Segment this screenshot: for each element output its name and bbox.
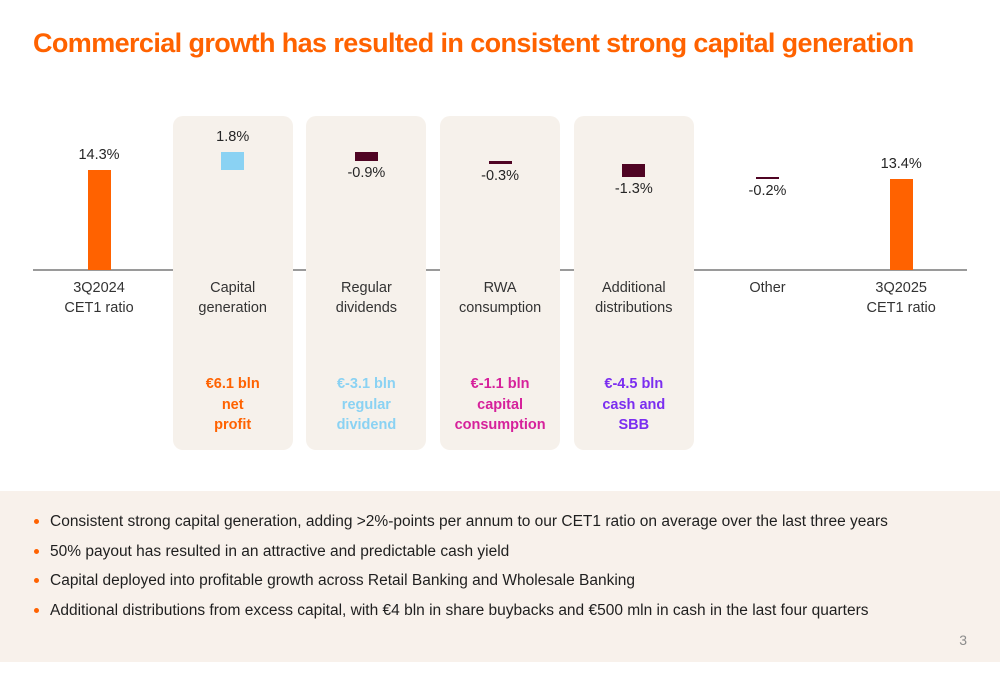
column-note-capital-generation: €6.1 bln net profit	[167, 374, 299, 436]
waterfall-bar-capital-generation	[221, 151, 245, 170]
waterfall-bar-other	[756, 176, 779, 179]
value-label-3q2025-cet1-ratio: 13.4%	[880, 155, 922, 172]
column-label-3q2024-cet1-ratio: 3Q2024 CET1 ratio	[33, 279, 165, 318]
key-messages-band: Consistent strong capital generation, ad…	[0, 491, 1000, 662]
slide-title: Commercial growth has resulted in consis…	[33, 28, 914, 58]
column-label-line: 3Q2025	[875, 280, 927, 296]
column-note-line: €-1.1 bln	[470, 376, 530, 392]
column-label-regular-dividends: Regular dividends	[300, 279, 432, 318]
column-note-line: capital	[477, 396, 524, 413]
column-label-3q2025-cet1-ratio: 3Q2025 CET1 ratio	[835, 279, 967, 318]
column-note-line: SBB	[618, 417, 650, 433]
column-note-line: consumption	[454, 417, 546, 433]
column-label-line: CET1 ratio	[866, 299, 936, 316]
column-label-line: Other	[749, 280, 786, 296]
column-note-additional-distributions: €-4.5 bln cash and SBB	[568, 374, 700, 436]
column-note-line: profit	[214, 417, 252, 433]
column-label-capital-generation: Capital generation	[167, 279, 299, 318]
column-label-line: RWA	[483, 280, 517, 296]
column-label-line: Additional	[601, 280, 666, 296]
column-label-line: generation	[198, 299, 267, 316]
column-note-regular-dividends: €-3.1 bln regular dividend	[300, 374, 432, 436]
value-label-capital-generation: 1.8%	[216, 128, 250, 145]
column-note-line: €6.1 bln	[205, 376, 260, 392]
column-note-line: dividend	[336, 417, 397, 433]
column-note-line: €-3.1 bln	[336, 376, 396, 392]
column-label-line: CET1 ratio	[64, 299, 134, 316]
column-label-rwa-consumption: RWA consumption	[434, 279, 566, 318]
column-note-rwa-consumption: €-1.1 bln capital consumption	[434, 374, 566, 436]
bullet-item: Consistent strong capital generation, ad…	[33, 513, 973, 531]
bullet-item: Capital deployed into profitable growth …	[33, 572, 973, 590]
column-note-line: cash and	[602, 396, 666, 413]
waterfall-bar-rwa-consumption	[488, 160, 512, 164]
bullet-list: Consistent strong capital generation, ad…	[33, 513, 973, 631]
column-label-other: Other	[702, 279, 834, 299]
page-number: 3	[959, 632, 967, 648]
waterfall-bar-regular-dividends	[354, 151, 378, 161]
bullet-item: 50% payout has resulted in an attractive…	[33, 543, 973, 561]
waterfall-chart: 14.3% 3Q2024 CET1 ratio 1.8% Capital generati…	[33, 116, 967, 450]
waterfall-bar-3q2025-cet1-ratio	[889, 178, 913, 270]
column-note-line: net	[221, 396, 244, 413]
value-label-other: -0.2%	[748, 182, 787, 199]
value-label-additional-distributions: -1.3%	[614, 180, 653, 197]
value-label-rwa-consumption: -0.3%	[481, 167, 520, 184]
column-panel-rwa-consumption	[440, 116, 561, 450]
value-label-3q2024-cet1-ratio: 14.3%	[78, 146, 120, 163]
column-panel-regular-dividends	[306, 116, 427, 450]
column-label-line: distributions	[595, 299, 673, 316]
waterfall-bar-additional-distributions	[622, 163, 646, 177]
bullet-item: Additional distributions from excess cap…	[33, 602, 973, 620]
column-note-line: regular	[341, 396, 391, 413]
column-label-additional-distributions: Additional distributions	[568, 279, 700, 318]
column-label-line: Capital	[210, 280, 256, 296]
column-label-line: dividends	[335, 299, 398, 316]
waterfall-bar-3q2024-cet1-ratio	[87, 169, 111, 270]
column-label-line: Regular	[341, 280, 392, 296]
column-label-line: 3Q2024	[73, 280, 125, 296]
column-panel-capital-generation	[172, 116, 293, 450]
column-label-line: consumption	[458, 299, 542, 316]
column-note-line: €-4.5 bln	[604, 376, 664, 392]
value-label-regular-dividends: -0.9%	[347, 164, 386, 181]
